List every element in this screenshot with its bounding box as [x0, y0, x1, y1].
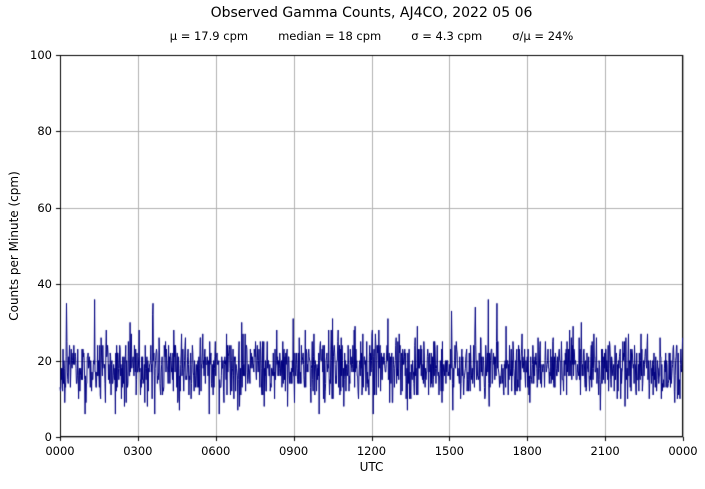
y-tick-label: 80: [37, 124, 52, 139]
x-axis-label: UTC: [359, 460, 384, 474]
x-tick-label: 0600: [201, 444, 231, 458]
x-tick-label: 1200: [356, 444, 387, 458]
y-axis-label: Counts per Minute (cpm): [7, 171, 21, 321]
x-tick-label: 0000: [45, 444, 75, 458]
y-tick-label: 20: [37, 353, 52, 368]
y-tick-label: 60: [37, 200, 52, 215]
x-tick-label: 1500: [434, 444, 465, 458]
x-tick-label: 0900: [278, 444, 309, 458]
x-tick-label: 0000: [668, 444, 698, 458]
y-tick-label: 100: [30, 48, 52, 62]
x-tick-label: 0300: [123, 444, 153, 458]
y-tick-label: 0: [44, 430, 52, 444]
x-tick-label: 2100: [590, 444, 620, 458]
y-tick-label: 40: [37, 277, 52, 292]
x-tick-label: 1800: [512, 444, 542, 458]
